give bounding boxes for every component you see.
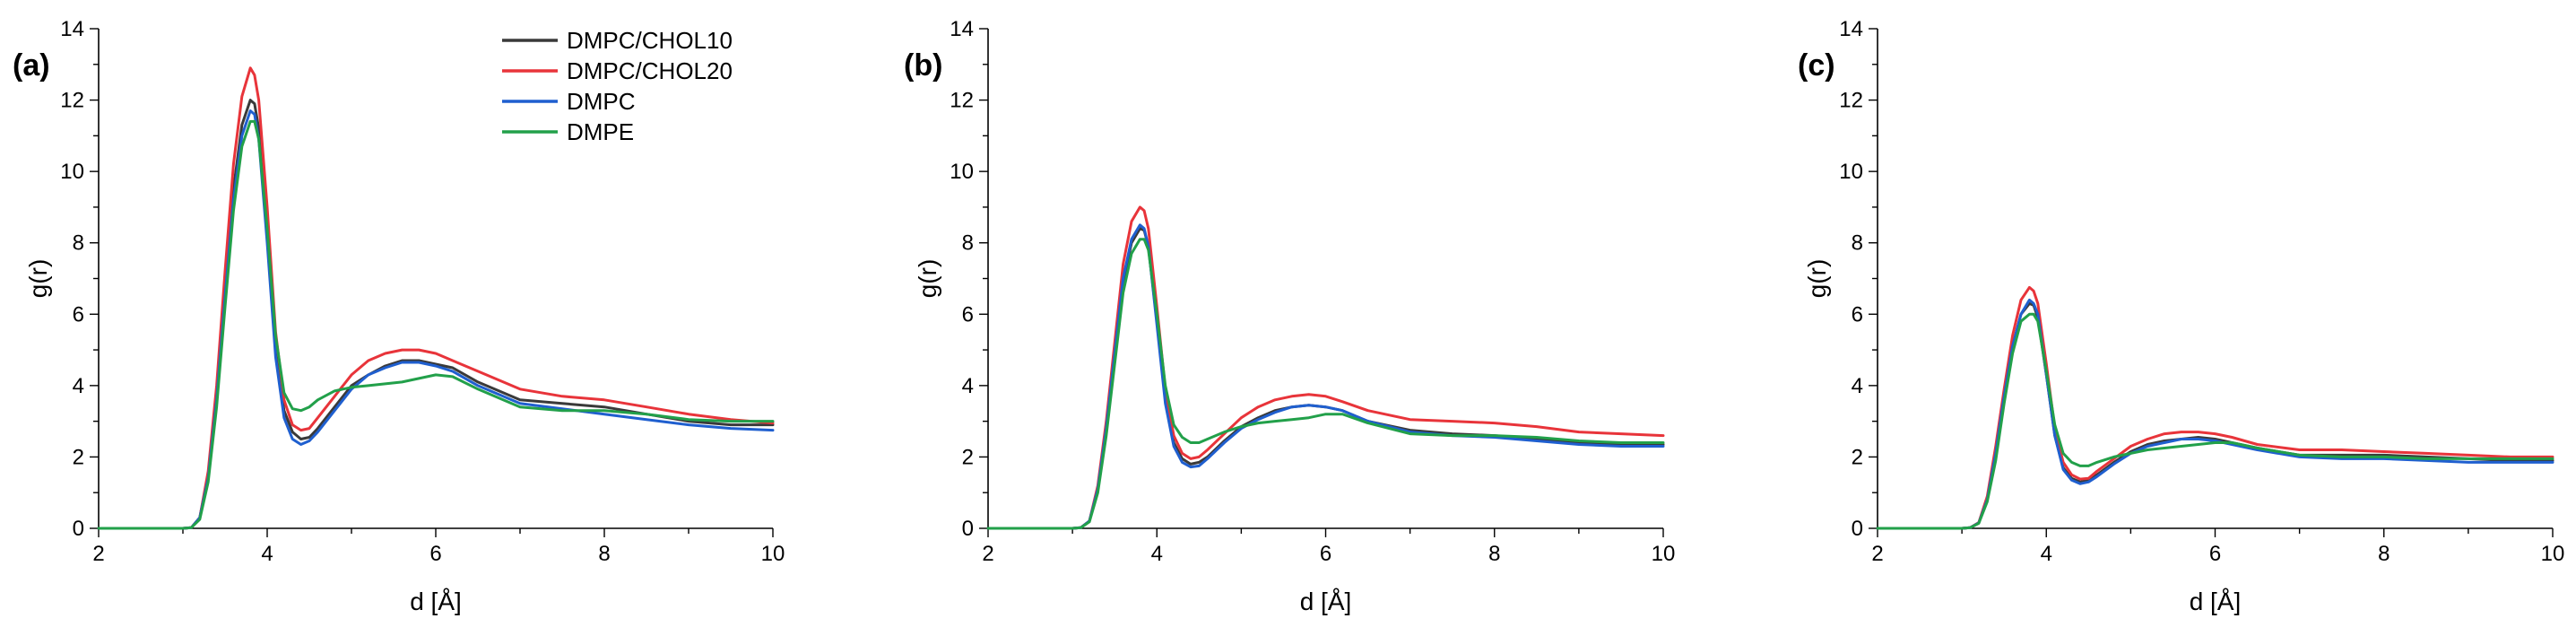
y-tick-label: 10 [1839,160,1863,184]
series-line-dmpc-chol10 [97,99,775,530]
series-line-dmpc-chol20 [986,205,1665,530]
x-tick-label: 8 [598,542,610,566]
panel-letter: (a) [13,48,50,83]
y-tick-label: 8 [73,231,84,256]
x-tick-label: 4 [261,542,273,566]
x-axis-title: d [Å] [410,588,462,615]
y-tick-label: 6 [73,302,84,327]
y-tick-label: 0 [962,517,974,541]
y-tick-label: 12 [1839,89,1863,113]
x-tick-label: 10 [1652,542,1676,566]
y-axis-title: g(r) [1803,259,1831,299]
legend-label: DMPC [567,88,636,115]
series-line-dmpc [1876,298,2554,530]
x-tick-label: 10 [761,542,785,566]
y-tick-label: 2 [73,445,84,469]
y-tick-label: 10 [60,160,84,184]
y-tick-label: 10 [950,160,974,184]
legend: DMPC/CHOL10 DMPC/CHOL20 DMPC DMPE [502,27,733,145]
series-line-dmpc-chol20 [97,66,775,530]
legend-label: DMPC/CHOL20 [567,57,733,84]
y-tick-label: 6 [962,302,974,327]
x-axis-title: d [Å] [2190,588,2242,615]
y-tick-label: 14 [950,17,974,41]
y-axis-title: g(r) [914,259,941,299]
y-tick-label: 4 [73,374,84,398]
y-tick-label: 8 [1852,231,1863,256]
y-tick-label: 12 [950,89,974,113]
x-tick-label: 8 [1488,542,1500,566]
y-tick-label: 6 [1852,302,1863,327]
series-line-dmpc-chol10 [1876,301,2554,530]
legend-label: DMPC/CHOL10 [567,27,733,54]
series-line-dmpe [986,238,1665,530]
y-tick-label: 0 [73,517,84,541]
x-tick-label: 2 [1871,542,1883,566]
x-tick-label: 6 [2209,542,2221,566]
series-line-dmpc [986,223,1665,530]
series-line-dmpc-chol10 [986,227,1665,530]
y-tick-label: 14 [60,17,84,41]
y-tick-label: 2 [1852,445,1863,469]
y-tick-label: 12 [60,89,84,113]
x-tick-label: 2 [982,542,993,566]
x-tick-label: 6 [1320,542,1331,566]
series-line-dmpc [97,109,775,530]
x-tick-label: 2 [92,542,104,566]
y-tick-label: 4 [1852,374,1863,398]
panel-letter: (b) [904,48,942,83]
series-line-dmpc-chol20 [1876,285,2554,530]
x-axis-title: d [Å] [1300,588,1352,615]
y-tick-label: 2 [962,445,974,469]
y-tick-label: 14 [1839,17,1863,41]
panel-letter: (c) [1798,48,1835,83]
y-axis-title: g(r) [24,259,52,299]
x-tick-label: 4 [2041,542,2052,566]
legend-label: DMPE [567,118,634,145]
series-line-dmpe [97,119,775,530]
y-tick-label: 0 [1852,517,1863,541]
y-tick-label: 8 [962,231,974,256]
y-tick-label: 4 [962,374,974,398]
x-tick-label: 8 [2378,542,2390,566]
x-tick-label: 10 [2541,542,2565,566]
x-tick-label: 6 [429,542,441,566]
series-line-dmpe [1876,312,2554,530]
x-tick-label: 4 [1151,542,1163,566]
